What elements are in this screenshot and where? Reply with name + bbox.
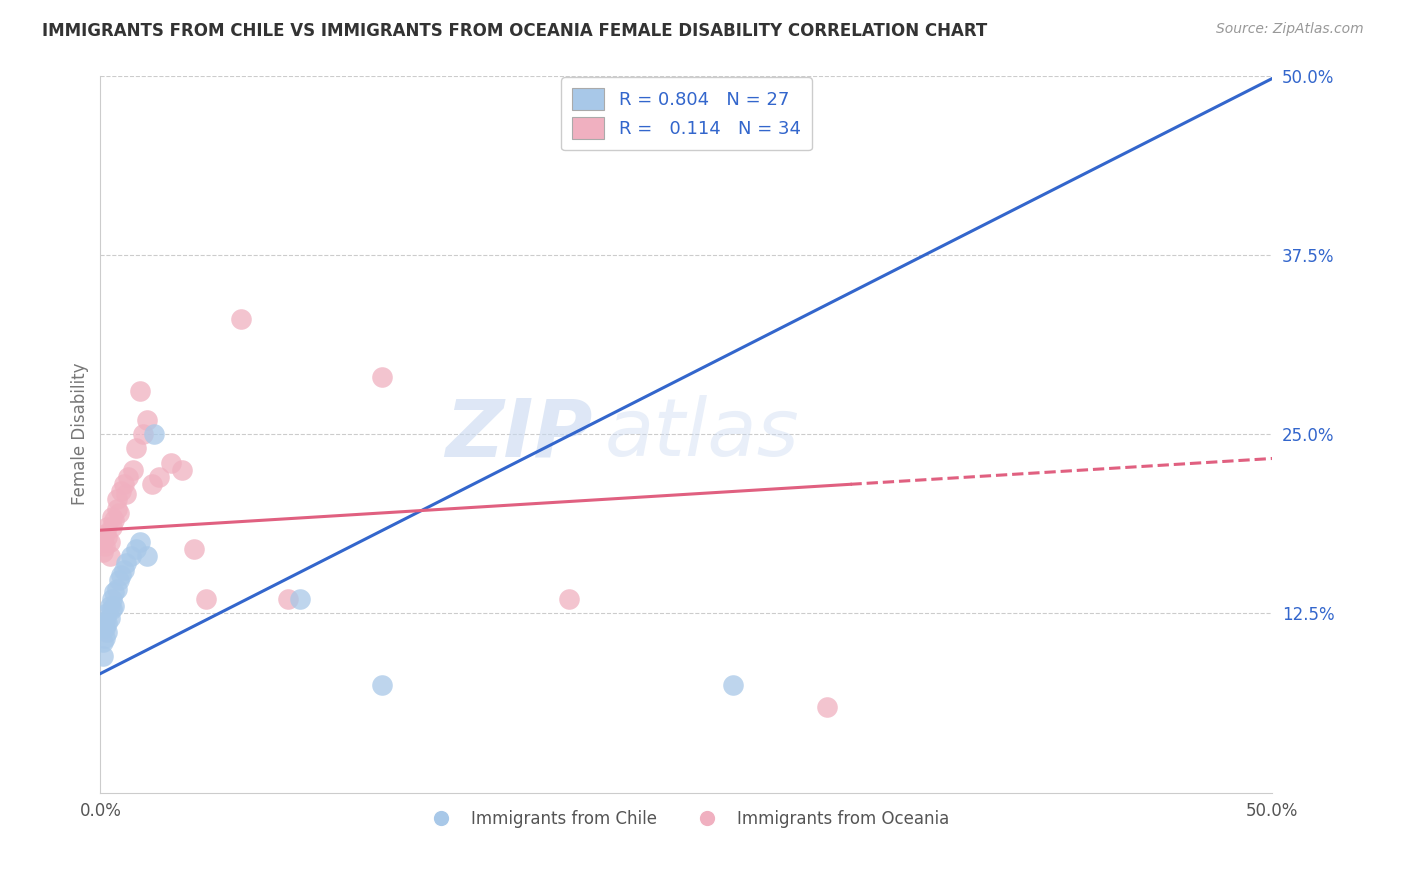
Point bbox=[229, 312, 252, 326]
Point bbox=[91, 534, 114, 549]
Point bbox=[148, 470, 170, 484]
Point bbox=[105, 501, 128, 516]
Point bbox=[91, 635, 114, 649]
Point bbox=[120, 549, 142, 563]
Point bbox=[159, 456, 181, 470]
Point bbox=[143, 427, 166, 442]
Point bbox=[183, 541, 205, 556]
Point bbox=[110, 484, 132, 499]
Point bbox=[96, 530, 118, 544]
Point bbox=[723, 678, 745, 692]
Point bbox=[101, 592, 124, 607]
Point bbox=[136, 549, 159, 563]
Point bbox=[124, 541, 146, 556]
Point bbox=[101, 602, 124, 616]
Point bbox=[141, 477, 163, 491]
Point bbox=[124, 442, 146, 456]
Point bbox=[96, 625, 118, 640]
Point bbox=[98, 599, 121, 614]
Point bbox=[91, 649, 114, 664]
Legend: Immigrants from Chile, Immigrants from Oceania: Immigrants from Chile, Immigrants from O… bbox=[418, 803, 956, 835]
Point bbox=[370, 369, 392, 384]
Point bbox=[136, 413, 159, 427]
Point bbox=[277, 592, 299, 607]
Point bbox=[370, 678, 392, 692]
Point bbox=[96, 520, 118, 534]
Point bbox=[103, 585, 125, 599]
Point bbox=[96, 607, 118, 621]
Point bbox=[122, 463, 145, 477]
Point bbox=[94, 539, 117, 553]
Point bbox=[94, 614, 117, 628]
Point bbox=[194, 592, 217, 607]
Point bbox=[558, 592, 581, 607]
Text: Source: ZipAtlas.com: Source: ZipAtlas.com bbox=[1216, 22, 1364, 37]
Point bbox=[103, 599, 125, 614]
Point bbox=[112, 563, 135, 577]
Point bbox=[112, 477, 135, 491]
Text: ZIP: ZIP bbox=[446, 395, 592, 473]
Point bbox=[94, 527, 117, 541]
Point bbox=[129, 534, 152, 549]
Point bbox=[129, 384, 152, 398]
Point bbox=[815, 699, 838, 714]
Point bbox=[101, 510, 124, 524]
Point bbox=[105, 491, 128, 506]
Y-axis label: Female Disability: Female Disability bbox=[72, 363, 89, 506]
Point bbox=[131, 427, 153, 442]
Point bbox=[94, 621, 117, 635]
Text: atlas: atlas bbox=[605, 395, 799, 473]
Point bbox=[98, 534, 121, 549]
Point bbox=[103, 513, 125, 527]
Point bbox=[94, 631, 117, 645]
Point bbox=[110, 567, 132, 582]
Text: IMMIGRANTS FROM CHILE VS IMMIGRANTS FROM OCEANIA FEMALE DISABILITY CORRELATION C: IMMIGRANTS FROM CHILE VS IMMIGRANTS FROM… bbox=[42, 22, 987, 40]
Point bbox=[115, 487, 138, 501]
Point bbox=[98, 549, 121, 563]
Point bbox=[108, 574, 131, 588]
Point bbox=[108, 506, 131, 520]
Point bbox=[98, 610, 121, 624]
Point bbox=[105, 582, 128, 596]
Point bbox=[91, 544, 114, 558]
Point bbox=[288, 592, 311, 607]
Point bbox=[115, 556, 138, 570]
Point bbox=[117, 470, 139, 484]
Point bbox=[96, 616, 118, 631]
Point bbox=[172, 463, 194, 477]
Point bbox=[101, 520, 124, 534]
